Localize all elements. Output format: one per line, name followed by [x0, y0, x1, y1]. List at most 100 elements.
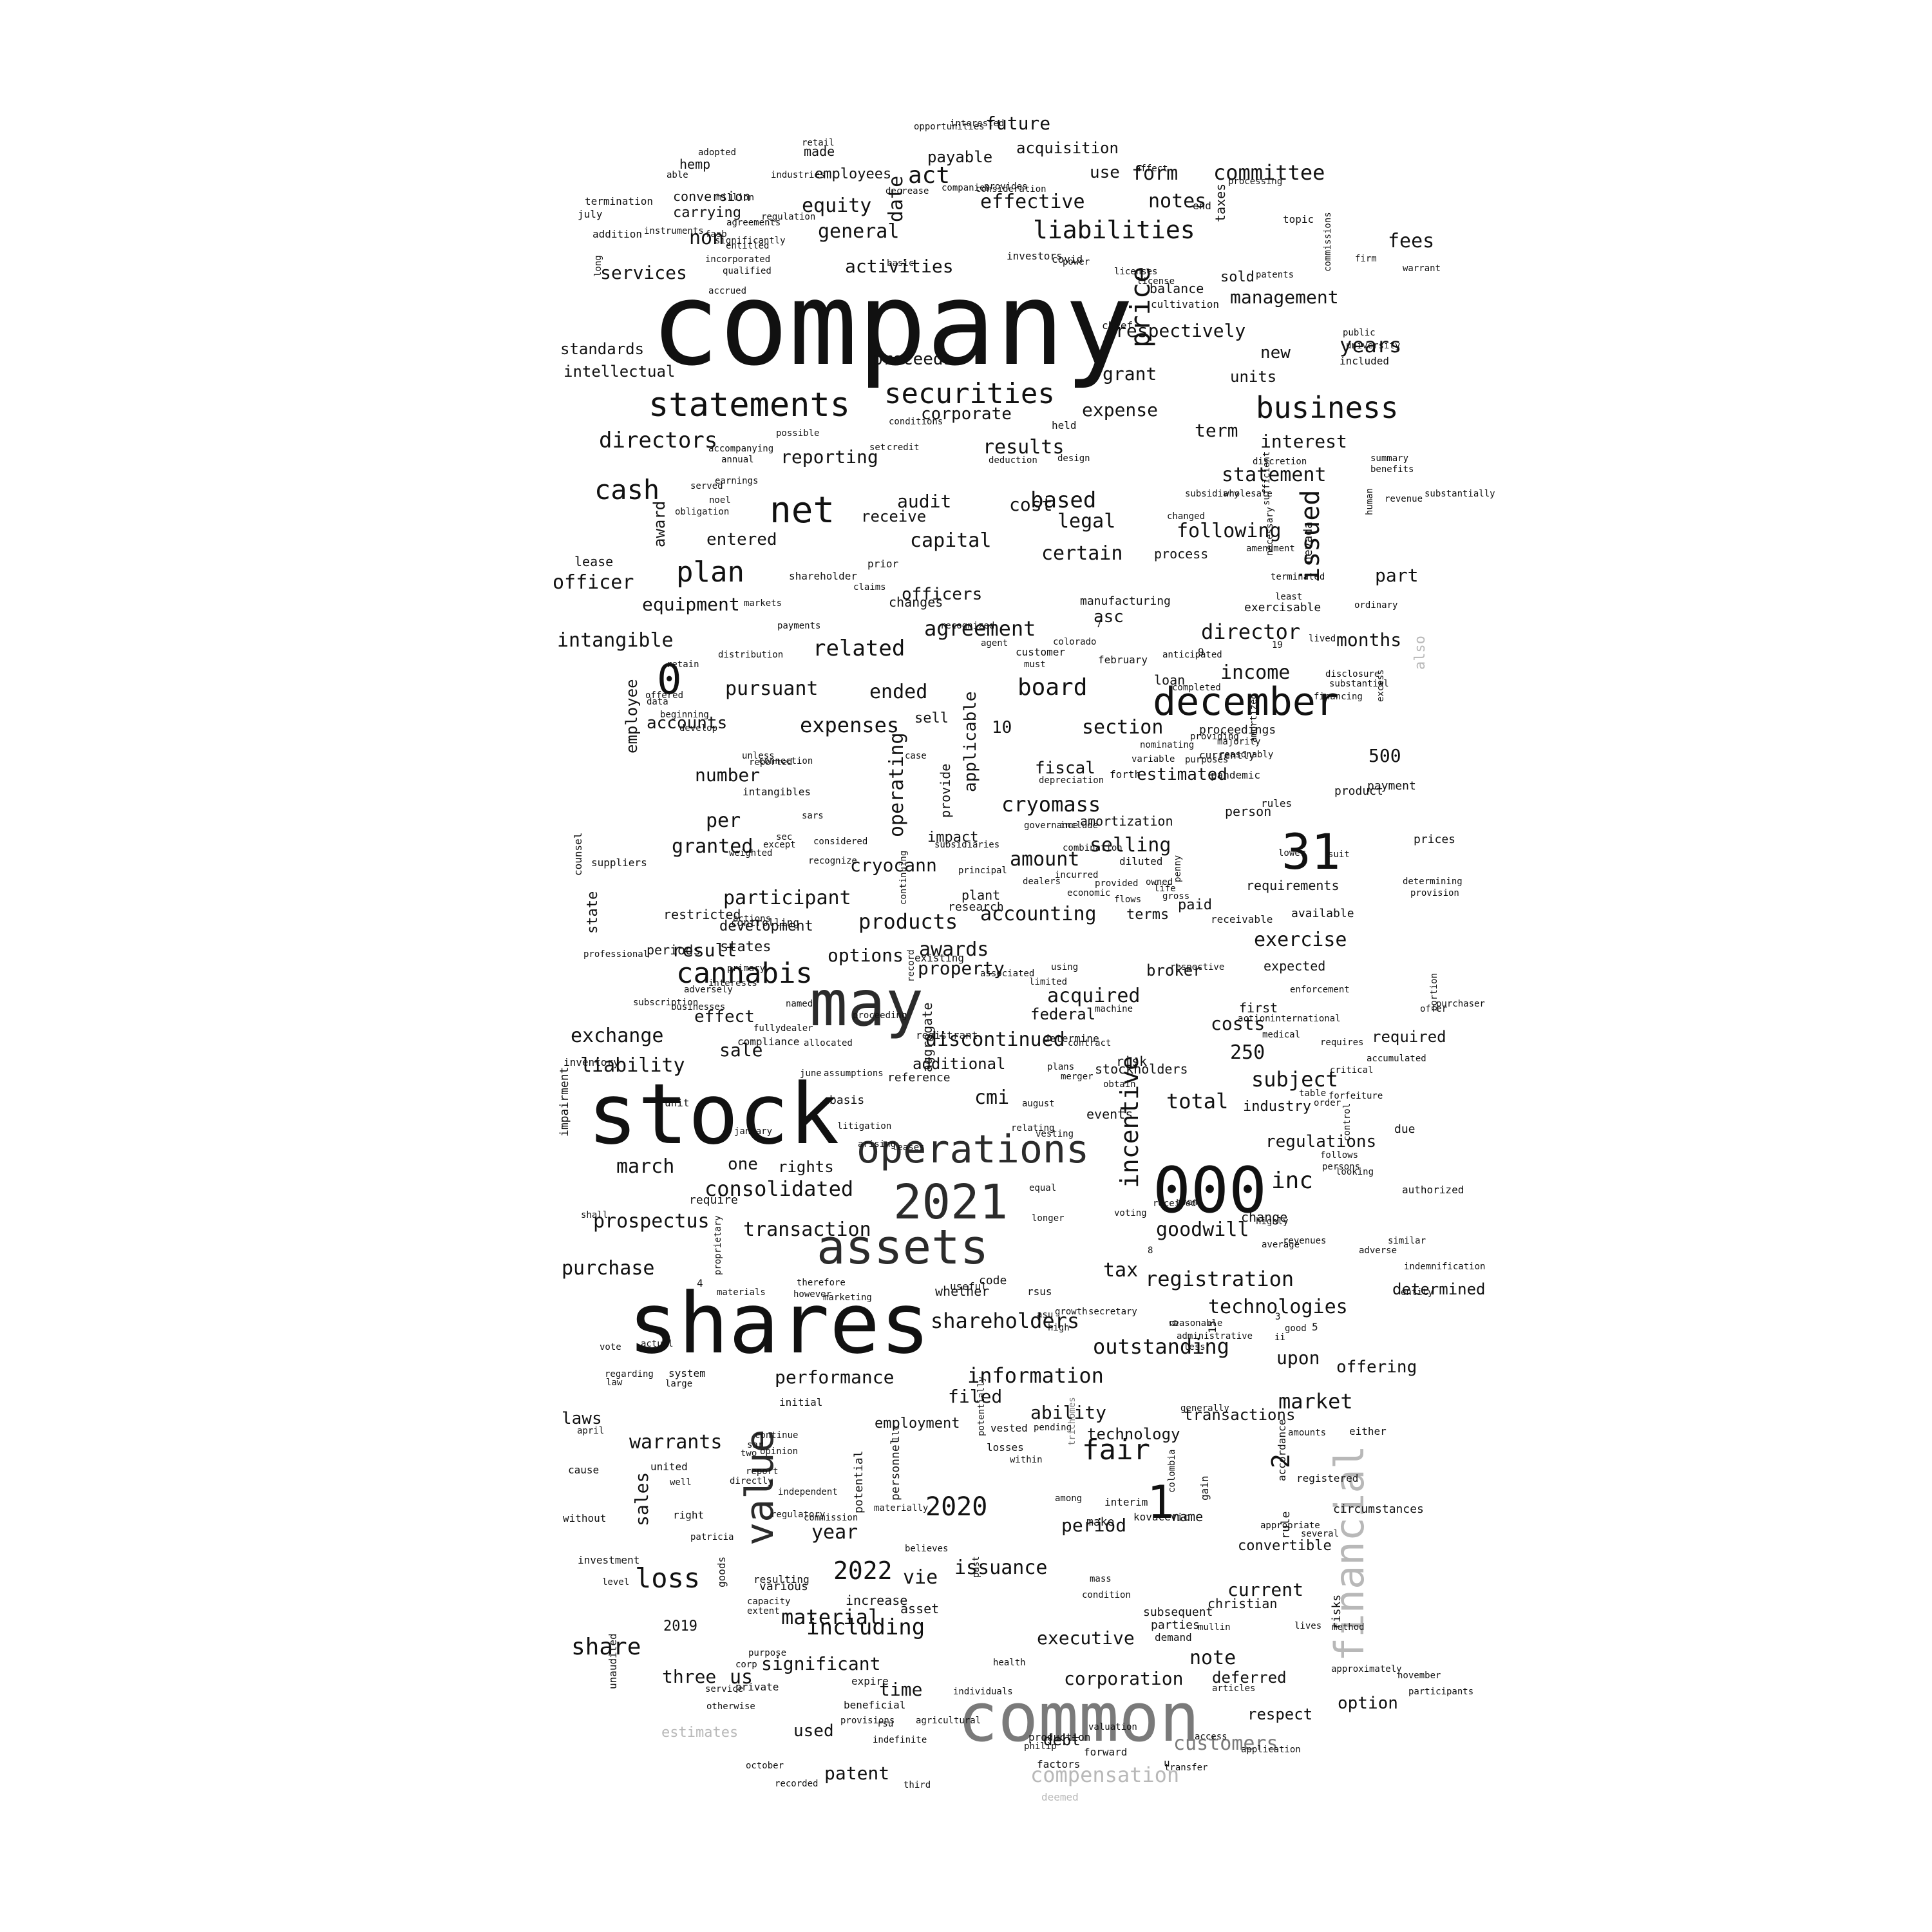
word-0: company	[650, 258, 1134, 391]
word-432: commission	[804, 1513, 858, 1523]
word-378: august	[1022, 1099, 1055, 1109]
word-154: laws	[562, 1409, 602, 1428]
word-325: benefits	[1370, 464, 1414, 475]
word-308: entitled	[726, 241, 770, 251]
word-236: basis	[829, 1094, 865, 1107]
word-367: suppliers	[591, 857, 647, 869]
word-455: unaudited	[607, 1633, 619, 1689]
word-394: received	[1153, 1198, 1197, 1209]
word-297: service	[705, 1684, 744, 1694]
word-526: owned	[1146, 877, 1173, 887]
word-309: incorporated	[705, 254, 771, 265]
word-312: processing	[1228, 176, 1283, 187]
word-497: wholesale	[1224, 489, 1273, 499]
word-12: statements	[649, 386, 851, 424]
word-130: subject	[1251, 1067, 1338, 1092]
word-186: carrying	[673, 205, 741, 221]
word-470: decrease	[886, 186, 929, 196]
word-549: intangibles	[743, 786, 811, 798]
word-102: cryomass	[1001, 792, 1101, 817]
word-188: intellectual	[564, 363, 676, 381]
word-368: counsel	[572, 832, 584, 876]
word-515: reported	[749, 757, 793, 768]
word-349: develop	[679, 723, 718, 734]
word-323: conditions	[889, 417, 943, 427]
word-134: march	[616, 1155, 675, 1178]
word-13: securities	[884, 377, 1055, 410]
word-181: used	[793, 1721, 834, 1741]
word-85: director	[1201, 620, 1301, 644]
word-14: business	[1256, 390, 1399, 425]
word-266: resulting	[753, 1573, 810, 1586]
word-3: common	[958, 1678, 1200, 1757]
word-300: registered	[1296, 1472, 1359, 1484]
word-103: per	[706, 810, 741, 832]
word-383: table	[1299, 1088, 1327, 1099]
word-363: associated	[980, 969, 1035, 979]
word-291: philip	[1024, 1741, 1057, 1752]
word-538: businesses	[671, 1002, 726, 1012]
word-381: international	[1270, 1014, 1341, 1024]
word-348: beginning	[660, 710, 709, 720]
word-259: united	[650, 1461, 688, 1473]
word-530: determining	[1403, 876, 1463, 887]
word-277: name	[1172, 1509, 1204, 1524]
word-292: articles	[1212, 1683, 1256, 1694]
word-461: transfer	[1164, 1763, 1208, 1773]
word-129: 250	[1230, 1041, 1265, 1064]
word-404: therefore	[797, 1278, 846, 1288]
word-554: continuing	[898, 850, 909, 905]
word-216: receivable	[1211, 913, 1273, 925]
word-167: material	[781, 1605, 881, 1629]
word-543: plans	[1047, 1062, 1075, 1072]
word-265: goods	[715, 1556, 728, 1587]
word-187: standards	[560, 340, 645, 358]
word-393: leases	[892, 1142, 925, 1153]
word-66: expense	[1082, 399, 1159, 421]
word-542: assumptions	[824, 1068, 884, 1079]
word-275: accordance	[1276, 1419, 1288, 1481]
word-489: annual	[721, 455, 754, 465]
word-73: following	[1177, 520, 1282, 542]
word-441: level	[602, 1577, 630, 1587]
word-541: june	[800, 1068, 822, 1079]
word-97: number	[695, 764, 761, 786]
word-256: initial	[779, 1396, 823, 1408]
word-479: license	[1137, 276, 1175, 287]
word-43: effective	[980, 191, 1085, 213]
word-87: income	[1220, 661, 1291, 684]
word-469: provides	[984, 182, 1028, 192]
word-278: circumstances	[1333, 1502, 1424, 1516]
word-23: plan	[676, 556, 744, 589]
word-457: indefinite	[873, 1735, 927, 1745]
word-352: depreciation	[1039, 775, 1104, 786]
word-439: appropriate	[1260, 1520, 1320, 1531]
word-257: april	[577, 1426, 605, 1436]
word-35: customers	[1173, 1732, 1278, 1755]
word-146: shareholders	[931, 1309, 1080, 1333]
word-465: retail	[802, 138, 835, 148]
word-456: rsu	[877, 1719, 894, 1729]
word-98: accounts	[647, 714, 728, 733]
word-446: lives	[1294, 1621, 1322, 1631]
word-145: technologies	[1208, 1296, 1348, 1318]
word-345: nominating	[1140, 740, 1195, 750]
word-37: also	[1412, 636, 1428, 670]
word-514: unless	[742, 751, 775, 761]
word-358: incurred	[1055, 870, 1099, 880]
word-189: use	[1090, 163, 1120, 182]
word-175: deferred	[1212, 1669, 1287, 1687]
word-447: method	[1332, 1622, 1365, 1633]
word-272: within	[1010, 1455, 1043, 1465]
word-193: award	[650, 500, 668, 547]
word-520: considered	[813, 837, 868, 847]
word-34: compensation	[1030, 1763, 1180, 1787]
word-568: flows	[1114, 895, 1142, 905]
word-25: liabilities	[1033, 216, 1195, 244]
word-313: end	[1193, 200, 1211, 212]
word-426: two	[741, 1448, 757, 1459]
word-293: u	[1164, 1757, 1170, 1769]
word-513: purposes	[1185, 755, 1229, 765]
word-371: subscription	[633, 998, 699, 1008]
word-379: action	[1238, 1014, 1271, 1024]
